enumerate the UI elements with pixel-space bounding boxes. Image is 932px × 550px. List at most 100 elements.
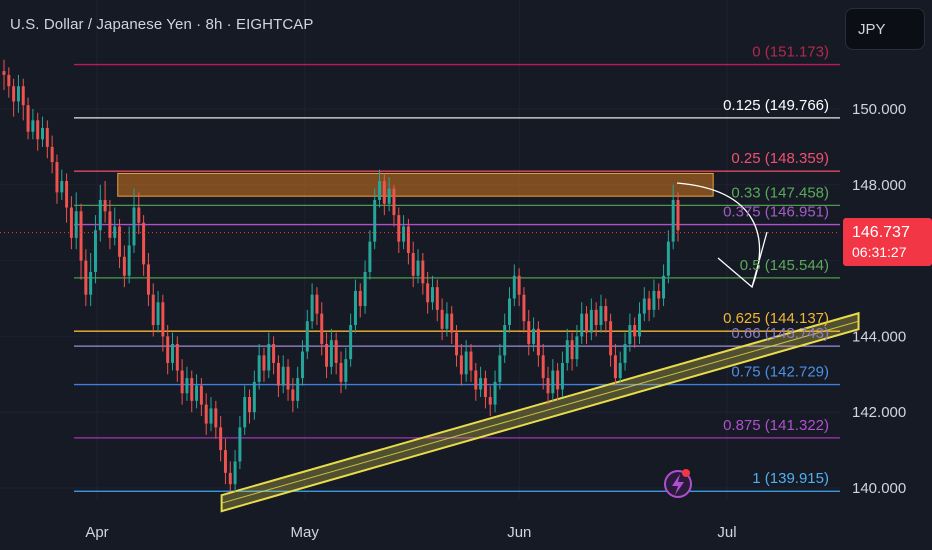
candle <box>166 325 170 375</box>
candle <box>585 306 589 344</box>
candle <box>21 78 25 121</box>
candle <box>450 306 454 344</box>
candle <box>243 385 247 435</box>
candle-body <box>93 230 97 272</box>
candle <box>671 184 675 250</box>
candle <box>662 264 666 307</box>
candle <box>74 192 78 250</box>
candle <box>171 332 174 371</box>
candle-body <box>272 343 276 363</box>
candle <box>642 287 646 322</box>
candle <box>406 218 410 265</box>
x-tick-label: Jun <box>507 524 531 541</box>
currency-button[interactable]: JPY <box>845 8 925 50</box>
candle-body <box>55 162 59 193</box>
candle-body <box>464 351 468 375</box>
candle-body <box>450 313 454 333</box>
candle <box>7 67 11 98</box>
candle-body <box>676 199 680 231</box>
candle <box>142 215 146 276</box>
candle-body <box>36 120 40 140</box>
candle-body <box>508 298 511 326</box>
candle-body <box>118 226 122 257</box>
candle-body <box>666 241 670 276</box>
x-tick-label: Apr <box>85 524 108 541</box>
candle-body <box>166 336 170 363</box>
candle-body <box>349 325 353 360</box>
candle-body <box>623 343 627 363</box>
candle-body <box>541 355 545 379</box>
candlesticks <box>2 59 680 492</box>
candle-body <box>503 325 507 356</box>
candle-body <box>26 105 30 132</box>
current-price-value: 146.737 <box>852 224 910 241</box>
candle <box>426 271 430 314</box>
candle-body <box>339 362 343 382</box>
candle-body <box>16 86 20 102</box>
candle <box>137 192 141 235</box>
candle <box>248 389 252 424</box>
candle-body <box>161 302 165 337</box>
candle-body <box>613 355 617 379</box>
candle <box>599 294 603 333</box>
candle <box>93 215 97 284</box>
candle-body <box>570 340 574 360</box>
candle-body <box>560 362 564 390</box>
candle-body <box>580 313 584 337</box>
candle <box>31 109 35 140</box>
candle-body <box>575 336 579 360</box>
fib-label-0.375: 0.375 (146.951) <box>723 204 829 221</box>
price-axis[interactable]: 150.000148.000146.000144.000142.000140.0… <box>852 101 906 497</box>
candle <box>508 287 511 333</box>
candle-body <box>565 340 569 363</box>
candle <box>416 249 420 284</box>
candle <box>503 313 507 363</box>
candle <box>12 78 16 117</box>
candle <box>2 59 6 91</box>
candle <box>79 203 83 280</box>
lightning-alert-icon[interactable] <box>664 469 692 498</box>
time-axis[interactable]: Apr May Jun Jul <box>85 524 736 541</box>
candle-body <box>180 370 184 394</box>
candle <box>613 343 617 386</box>
fib-label-0: 0 (151.173) <box>752 44 829 61</box>
candle <box>161 294 165 352</box>
candle-body <box>204 404 208 424</box>
candle-body <box>642 298 646 314</box>
candle-body <box>199 385 203 405</box>
candle-body <box>406 226 410 254</box>
candle <box>214 400 218 439</box>
candle <box>378 169 382 208</box>
candle <box>267 332 271 379</box>
candle-body <box>171 343 174 363</box>
candle-body <box>276 362 280 386</box>
candle <box>344 347 348 390</box>
candle-body <box>378 181 382 200</box>
y-tick-label: 140.000 <box>852 480 906 497</box>
candle-body <box>127 245 131 276</box>
candle <box>151 283 155 337</box>
candle <box>469 343 473 382</box>
candle-body <box>358 290 362 307</box>
candle-body <box>551 370 555 394</box>
candle-body <box>546 378 550 394</box>
candle <box>60 169 64 200</box>
candle-body <box>45 127 49 147</box>
candle-body <box>585 313 589 333</box>
candle-body <box>637 313 641 337</box>
candle-body <box>498 355 502 382</box>
candle-body <box>430 287 434 303</box>
candle <box>647 290 651 322</box>
candle <box>488 385 492 416</box>
candle-body <box>599 306 603 326</box>
candle-body <box>469 351 473 371</box>
candle <box>358 283 362 318</box>
candle <box>512 264 516 307</box>
candle <box>532 317 536 352</box>
fib-labels: 0 (151.173) 0.125 (149.766) 0.25 (148.359)… <box>723 44 829 488</box>
candle-body <box>671 199 675 242</box>
candle <box>310 283 314 329</box>
candle <box>325 332 329 379</box>
candle <box>132 188 136 254</box>
